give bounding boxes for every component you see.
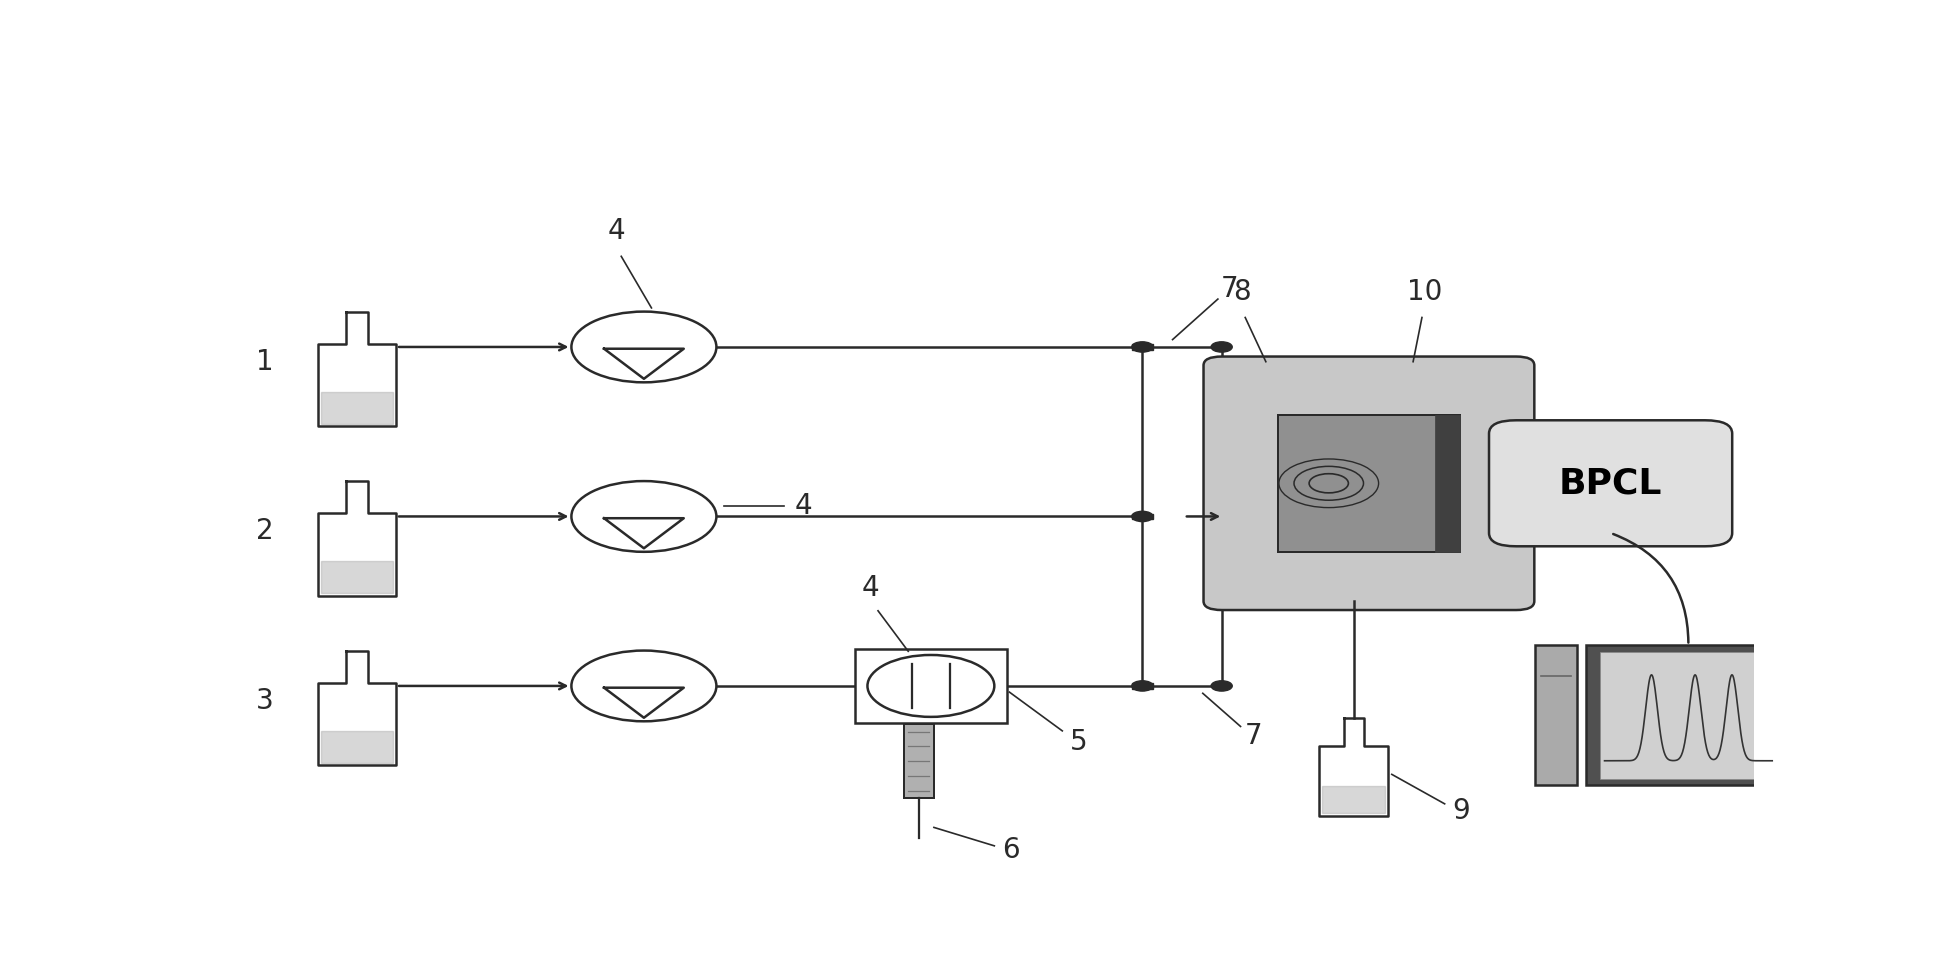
Polygon shape [318,651,395,766]
Polygon shape [604,688,684,718]
Bar [1132,683,1153,689]
Polygon shape [318,481,395,595]
Circle shape [571,651,717,722]
Circle shape [571,481,717,552]
Text: 1: 1 [255,347,273,376]
Circle shape [1210,342,1231,352]
Text: 4: 4 [861,574,879,602]
Text: 6: 6 [1001,835,1019,863]
Bar [904,724,933,798]
Text: 5: 5 [1069,728,1087,756]
Bar [1132,514,1153,520]
Bar [1586,645,1790,786]
Polygon shape [1319,719,1387,815]
Text: 9: 9 [1451,797,1469,825]
Bar [1599,652,1777,779]
Bar [855,649,1007,723]
Text: 7: 7 [1219,276,1237,303]
Polygon shape [604,348,684,379]
Text: BPCL: BPCL [1558,466,1662,501]
Circle shape [1132,511,1153,522]
Polygon shape [321,731,393,763]
Text: 10: 10 [1406,278,1442,306]
Text: 4: 4 [795,492,812,520]
Bar [1132,344,1153,350]
Polygon shape [321,562,393,593]
Polygon shape [604,518,684,548]
Polygon shape [321,392,393,424]
Text: 4: 4 [608,217,625,245]
Bar [1278,415,1459,551]
FancyBboxPatch shape [1488,420,1732,546]
Polygon shape [1321,787,1385,813]
FancyBboxPatch shape [1204,357,1533,610]
Text: 3: 3 [255,687,273,715]
Circle shape [1132,342,1153,352]
Bar [1535,645,1576,786]
Circle shape [571,312,717,383]
Text: 7: 7 [1245,722,1262,750]
Circle shape [867,655,993,717]
Bar [1434,415,1459,551]
Text: 8: 8 [1233,278,1251,306]
Circle shape [1132,680,1153,691]
Text: 2: 2 [255,517,273,545]
Circle shape [1210,680,1231,691]
Polygon shape [318,312,395,426]
